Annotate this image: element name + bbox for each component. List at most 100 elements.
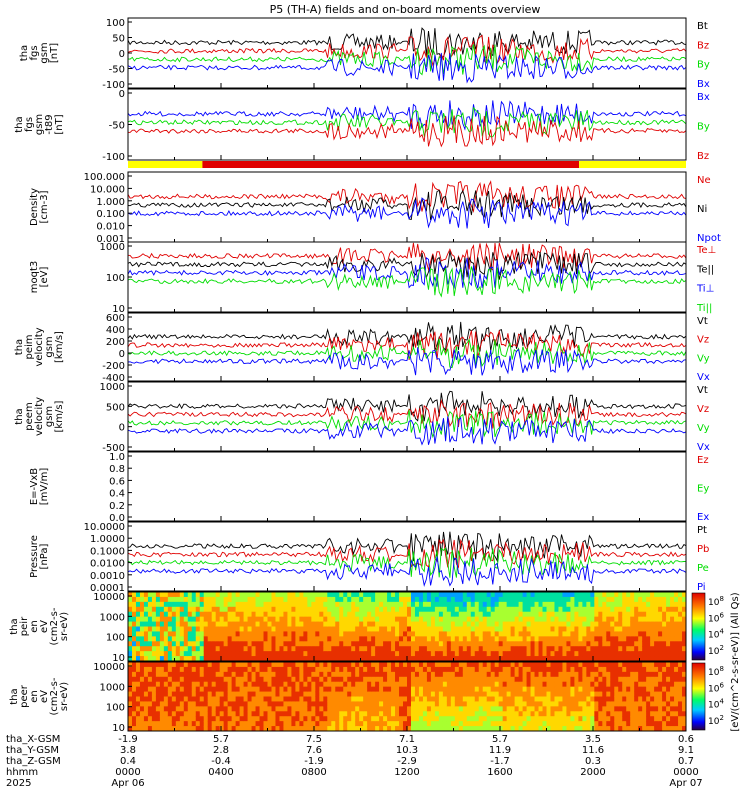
spectrogram-cell xyxy=(426,606,432,613)
spectrogram-cell xyxy=(618,721,623,727)
spectrogram-cell xyxy=(418,651,424,657)
spectrogram-cell xyxy=(490,611,496,618)
spectrogram-cell xyxy=(255,592,261,598)
spectrogram-cell xyxy=(466,606,472,613)
spectrogram-cell xyxy=(650,626,655,632)
spectrogram-cell xyxy=(195,706,201,712)
spectrogram-cell xyxy=(414,616,420,623)
spectrogram-cell xyxy=(199,701,205,707)
spectrogram-cell xyxy=(578,721,583,727)
spectrogram-cell xyxy=(682,721,687,727)
spectrogram-cell xyxy=(311,696,316,702)
spectrogram-cell xyxy=(642,711,647,717)
spectrogram-cell xyxy=(211,656,217,662)
spectrogram-cell xyxy=(678,636,683,642)
spectrogram-cell xyxy=(678,671,683,678)
spectrogram-cell xyxy=(203,662,209,668)
spectrogram-cell xyxy=(654,631,659,637)
spectrogram-cell xyxy=(514,656,520,662)
spectrogram-cell xyxy=(303,716,308,722)
spectrogram-cell xyxy=(275,651,280,657)
spectrogram-cell xyxy=(211,621,217,627)
spectrogram-cell xyxy=(267,626,272,632)
spectrogram-cell xyxy=(610,676,615,683)
spectrogram-cell xyxy=(486,706,492,712)
spectrogram-cell xyxy=(128,601,133,608)
spectrogram-cell xyxy=(590,646,595,652)
spectrogram-cell xyxy=(151,592,157,598)
spectrogram-cell xyxy=(458,696,464,702)
spectrogram-cell xyxy=(147,606,153,613)
spectrogram-cell xyxy=(399,646,404,652)
spectrogram-cell xyxy=(462,641,468,647)
spectrogram-cell xyxy=(307,631,312,637)
spectrogram-cell xyxy=(287,616,292,623)
spectrogram-cell xyxy=(530,621,536,627)
spectrogram-cell xyxy=(287,606,292,613)
y-axis-label: tha xyxy=(14,116,25,132)
spectrogram-cell xyxy=(602,666,607,673)
spectrogram-cell xyxy=(638,681,643,688)
spectrogram-cell xyxy=(626,686,631,693)
spectrogram-cell xyxy=(259,641,265,647)
spectrogram-cell xyxy=(622,621,627,627)
spectrogram-cell xyxy=(399,662,404,668)
spectrogram-cell xyxy=(454,691,460,697)
spectrogram-cell xyxy=(267,646,272,652)
spectrogram-cell xyxy=(283,651,288,657)
spectrogram-cell xyxy=(171,721,177,727)
spectrogram-cell xyxy=(642,626,647,632)
spectrogram-cell xyxy=(502,636,508,642)
spectrogram-cell xyxy=(498,726,504,732)
spectrogram-cell xyxy=(203,606,209,613)
spectrogram-cell xyxy=(335,662,340,668)
spectrogram-cell xyxy=(139,671,145,678)
spectrogram-cell xyxy=(235,716,241,722)
spectrogram-cell xyxy=(335,592,340,598)
spectrogram-cell xyxy=(179,592,185,598)
spectrogram-cell xyxy=(399,666,404,673)
spectrogram-cell xyxy=(263,681,268,688)
spectrogram-cell xyxy=(263,601,268,608)
trace-ni xyxy=(127,189,687,221)
spectrogram-cell xyxy=(259,701,265,707)
spectrogram-cell xyxy=(430,701,436,707)
spectrogram-cell xyxy=(335,626,340,632)
spectrogram-cell xyxy=(454,656,460,662)
spectrogram-cell xyxy=(630,606,635,613)
spectrogram-cell xyxy=(391,662,396,668)
spectrogram-cell xyxy=(307,726,312,732)
spectrogram-cell xyxy=(618,656,623,662)
spectrogram-cell xyxy=(327,686,332,693)
time-axis-value: 0.7 xyxy=(678,756,694,767)
spectrogram-cell xyxy=(514,691,520,697)
spectrogram-cell xyxy=(331,611,336,618)
spectrogram-cell xyxy=(363,726,368,732)
spectrogram-cell xyxy=(426,621,432,627)
spectrogram-cell xyxy=(295,631,300,637)
spectrogram-cell xyxy=(638,701,643,707)
spectrogram-cell xyxy=(199,696,205,702)
spectrogram-cell xyxy=(219,662,225,668)
spectrogram-cell xyxy=(227,696,233,702)
spectrogram-cell xyxy=(462,711,468,717)
spectrogram-cell xyxy=(506,711,512,717)
spectrogram-cell xyxy=(574,691,579,697)
spectrogram-cell xyxy=(558,711,563,717)
spectrogram-cell xyxy=(275,616,280,623)
spectrogram-cell xyxy=(263,662,268,668)
colorbar-tick-label: 102 xyxy=(708,714,724,727)
spectrogram-cell xyxy=(658,596,663,603)
spectrogram-cell xyxy=(227,626,233,632)
spectrogram-cell xyxy=(295,621,300,627)
spectrogram-cell xyxy=(395,606,400,613)
spectrogram-cell xyxy=(151,706,157,712)
spectrogram-cell xyxy=(542,611,547,618)
spectrogram-cell xyxy=(446,601,452,608)
y-tick-label: 600 xyxy=(106,313,125,324)
spectrogram-cell xyxy=(502,646,508,652)
spectrogram-cell xyxy=(151,611,157,618)
spectrogram-cell xyxy=(582,676,587,683)
spectrogram-cell xyxy=(191,636,197,642)
spectrogram-cell xyxy=(327,651,332,657)
